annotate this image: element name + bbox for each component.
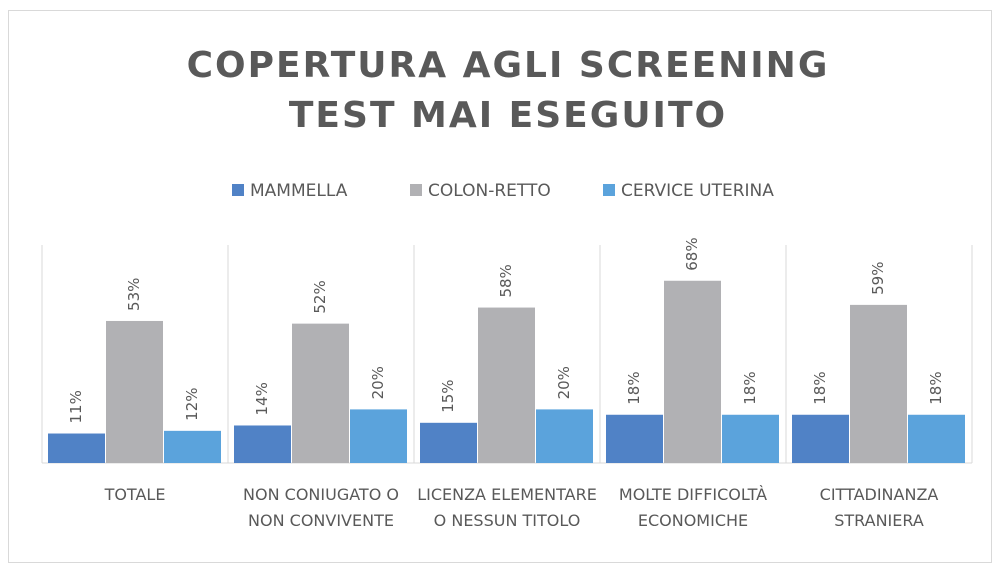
bar [48, 433, 105, 463]
bar [722, 414, 779, 463]
bar [292, 323, 349, 463]
legend-swatch [410, 184, 422, 196]
legend-swatch [232, 184, 244, 196]
chart-title: COPERTURA AGLI SCREENING [187, 45, 830, 86]
data-label: 52% [311, 280, 329, 313]
x-tick-label: NON CONIUGATO O NON CONVIVENTE [243, 485, 399, 530]
data-label: 18% [927, 371, 945, 404]
data-label: 20% [555, 366, 573, 399]
x-tick-label: CITTADINANZA STRANIERA [819, 485, 939, 530]
legend-label: COLON-RETTO [428, 181, 551, 201]
bar [908, 414, 965, 463]
chart-border [8, 10, 992, 563]
x-tick-label: LICENZA ELEMENTARE O NESSUN TITOLO [417, 485, 597, 530]
data-label: 68% [683, 237, 701, 270]
bar [106, 320, 163, 463]
data-label: 58% [497, 264, 515, 297]
data-label: 18% [625, 371, 643, 404]
bar [664, 280, 721, 463]
data-label: 15% [439, 379, 457, 412]
x-tick-label: MOLTE DIFFICOLTÀ ECONOMICHE [618, 485, 768, 530]
legend-label: CERVICE UTERINA [621, 181, 774, 201]
bar [350, 409, 407, 463]
data-label: 18% [741, 371, 759, 404]
chart-subtitle: TEST MAI ESEGUITO [289, 95, 727, 136]
data-label: 53% [125, 278, 143, 311]
bar [606, 414, 663, 463]
bar [850, 304, 907, 463]
bar [536, 409, 593, 463]
legend-label: MAMMELLA [250, 181, 348, 201]
bar [234, 425, 291, 463]
data-label: 11% [67, 390, 85, 423]
bar [478, 307, 535, 463]
data-label: 59% [869, 262, 887, 295]
data-label: 12% [183, 387, 201, 420]
bar [164, 430, 221, 463]
data-label: 20% [369, 366, 387, 399]
bar [420, 422, 477, 463]
data-label: 18% [811, 371, 829, 404]
legend-swatch [603, 184, 615, 196]
data-label: 14% [253, 382, 271, 415]
bar [792, 414, 849, 463]
x-tick-label: TOTALE [104, 485, 166, 504]
